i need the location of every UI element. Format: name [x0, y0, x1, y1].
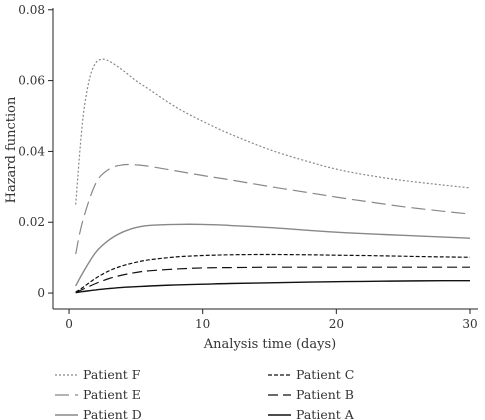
legend-label-patient-b: Patient B: [296, 387, 354, 402]
series-line-patient-d: [75, 223, 471, 287]
legend-label-patient-e: Patient E: [83, 387, 141, 402]
series-line-patient-f: [75, 58, 471, 205]
x-tick-label: 20: [329, 317, 344, 331]
x-tick-label: 30: [462, 317, 477, 331]
y-tick-label: 0.06: [18, 74, 45, 88]
series-line-patient-e: [75, 163, 471, 255]
y-tick-label: 0.02: [18, 215, 45, 229]
legend-label-patient-c: Patient C: [296, 367, 354, 382]
y-axis-title: Hazard function: [4, 96, 19, 203]
legend-label-patient-a: Patient A: [296, 407, 355, 420]
legend-label-patient-f: Patient F: [83, 367, 141, 382]
series-line-patient-c: [75, 253, 471, 293]
legend-label-patient-d: Patient D: [83, 407, 142, 420]
series-line-patient-b: [75, 266, 470, 293]
y-tick-label: 0.08: [18, 3, 45, 17]
x-axis-title: Analysis time (days): [203, 337, 336, 352]
y-tick-label: 0: [37, 286, 45, 300]
x-tick-label: 0: [65, 317, 73, 331]
axes: 0 10 20 30 0 0.02 0.04 0.06 0.08: [18, 3, 478, 331]
series-lines: [75, 58, 471, 294]
legend: Patient F Patient C Patient E Patient B Pati…: [55, 367, 355, 420]
x-tick-label: 10: [195, 317, 210, 331]
series-line-patient-a: [75, 279, 471, 294]
y-tick-label: 0.04: [18, 144, 45, 158]
